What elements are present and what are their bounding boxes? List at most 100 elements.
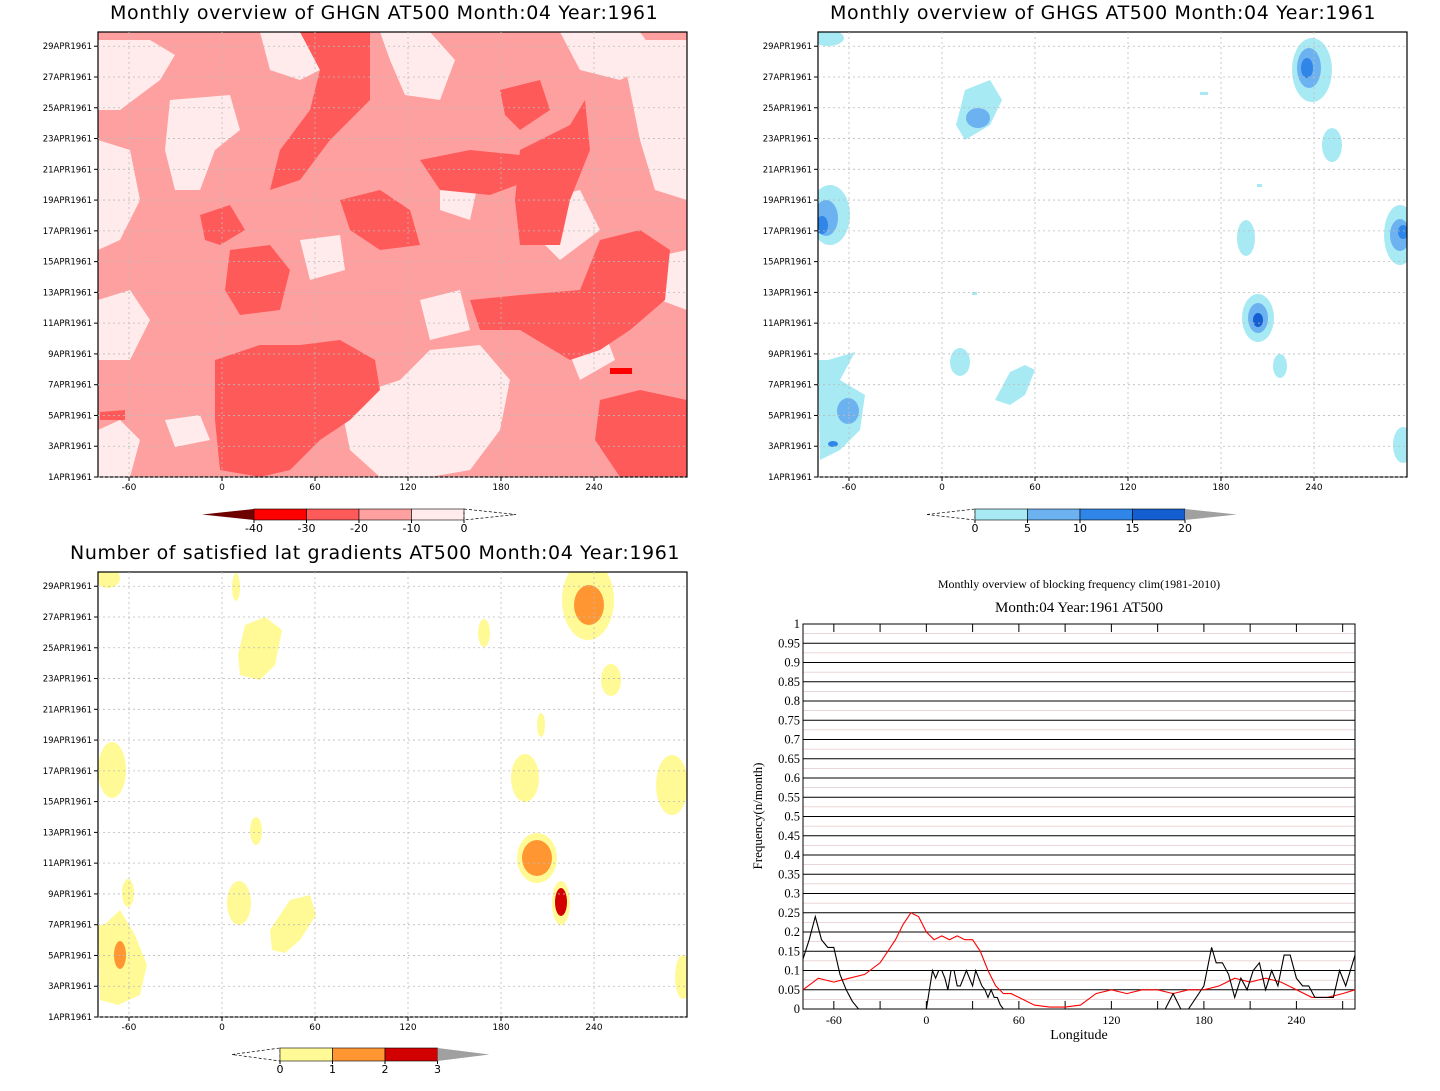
y-tick-label: 0.7 [784,733,800,747]
blocking-hgrid [803,623,1355,1010]
colorbar-segment [974,508,1028,521]
colorbar-label: -10 [403,522,421,535]
ghgn-xticks: -60 0 60 120 180 240 [122,477,603,493]
ghgn-field [98,32,687,477]
ghgs-chart: 1APR1961 3APR1961 5APR1961 7APR1961 9APR1961… [763,31,1408,535]
colorbar-segment [253,508,307,521]
y-tick-label: 29APR1961 [43,582,92,592]
x-tick-label: 60 [1013,1013,1025,1027]
y-tick-label: 5APR1961 [48,411,92,421]
x-tick-label: -60 [842,483,857,493]
y-tick-label: 0.6 [784,771,800,785]
blocking-yticks: 0 0.05 0.1 0.15 0.2 0.25 0.3 0.35 0.4 0.45 0.5 0.55… [778,617,801,1016]
y-tick-label: 0.2 [784,925,800,939]
series-line-red [802,912,1356,1008]
colorbar-segment [332,1047,386,1062]
x-tick-label: 0 [219,1023,225,1033]
y-tick-label: 9APR1961 [48,890,92,900]
y-tick-label: 21APR1961 [763,165,812,175]
x-tick-label: 240 [1287,1013,1305,1027]
x-tick-label: 120 [1102,1013,1120,1027]
colorbar-left-arrow [202,509,254,520]
colorbar-segment [1079,508,1133,521]
blocking-chart: Monthly overview of blocking frequency c… [750,577,1356,1043]
colorbar-label: 0 [461,522,468,535]
blocking-title: Monthly overview of blocking frequency c… [938,577,1220,591]
y-tick-label: 7APR1961 [48,921,92,931]
x-tick-label: -60 [122,483,137,493]
colorbar-left-open [926,508,976,521]
gradients-colorbar: 0 1 2 3 [231,1047,490,1076]
y-tick-label: 19APR1961 [763,196,812,206]
y-tick-label: 27APR1961 [43,613,92,623]
colorbar-label: 0 [277,1063,284,1076]
y-tick-label: 15APR1961 [763,258,812,268]
blocking-series [802,912,1356,1010]
colorbar-label: 2 [382,1063,389,1076]
y-tick-label: 3APR1961 [768,442,812,452]
y-tick-label: 7APR1961 [48,381,92,391]
ghgn-chart: 1APR1961 3APR1961 5APR1961 7APR1961 9APR1961… [43,31,688,535]
colorbar-label: 3 [434,1063,441,1076]
x-tick-label: 240 [1305,483,1322,493]
gradients-title: Number of satisfied lat gradients AT500 … [70,542,681,564]
y-tick-label: 5APR1961 [48,951,92,961]
gradients-grid [98,572,687,1018]
y-tick-label: 1APR1961 [48,1013,92,1023]
gradients-yticks: 1APR1961 3APR1961 5APR1961 7APR1961 9APR1961… [43,582,98,1023]
y-tick-label: 21APR1961 [43,705,92,715]
colorbar-segment [306,508,360,521]
series-line-black [802,914,1356,1010]
y-tick-label: 25APR1961 [43,644,92,654]
x-tick-label: 240 [585,1023,602,1033]
y-tick-label: 0.4 [784,848,800,862]
ghgs-field [818,32,1407,477]
y-tick-label: 0.75 [778,713,800,727]
x-tick-label: 120 [399,1023,416,1033]
colorbar-label: 0 [972,522,979,535]
y-tick-label: 13APR1961 [763,288,812,298]
ghgs-yticks: 1APR1961 3APR1961 5APR1961 7APR1961 9APR1961… [763,42,818,483]
colorbar-label: -40 [245,522,263,535]
colorbar-segment [279,1047,333,1062]
x-tick-label: 0 [923,1013,929,1027]
blocking-ylabel: Frequency(n/month) [750,763,765,870]
x-tick-label: 180 [492,483,509,493]
y-tick-label: 0 [794,1002,800,1016]
y-tick-label: 0.9 [784,656,800,670]
x-tick-label: -60 [826,1013,842,1027]
y-tick-label: 1APR1961 [768,473,812,483]
colorbar-segment [384,1047,438,1062]
y-tick-label: 17APR1961 [43,767,92,777]
y-tick-label: 0.3 [784,887,800,901]
y-tick-label: 15APR1961 [43,798,92,808]
ghgn-colorbar: -40 -30 -20 -10 0 [202,508,517,535]
y-tick-label: 9APR1961 [768,350,812,360]
ghgn-title: Monthly overview of GHGN AT500 Month:04 … [110,2,659,24]
x-tick-label: 240 [585,483,602,493]
x-tick-label: 60 [1029,483,1041,493]
y-tick-label: 0.45 [778,829,800,843]
y-tick-label: 0.15 [778,944,800,958]
y-tick-label: 0.25 [778,906,800,920]
y-tick-label: 7APR1961 [768,381,812,391]
y-tick-label: 11APR1961 [43,319,92,329]
ghgn-yticks: 1APR1961 3APR1961 5APR1961 7APR1961 9APR1961… [43,42,98,483]
ghgn-grid [98,32,687,478]
colorbar-label: 10 [1073,522,1087,535]
y-tick-label: 1APR1961 [48,473,92,483]
y-tick-label: 23APR1961 [763,135,812,145]
blocking-subtitle: Month:04 Year:1961 AT500 [995,600,1163,616]
colorbar-segment [1132,508,1186,521]
x-tick-label: 120 [399,483,416,493]
ghgs-title: Monthly overview of GHGS AT500 Month:04 … [830,2,1377,24]
y-tick-label: 27APR1961 [43,73,92,83]
y-tick-label: 11APR1961 [43,859,92,869]
ghgs-grid [818,32,1407,478]
y-tick-label: 27APR1961 [763,73,812,83]
y-tick-label: 1 [794,617,800,631]
y-tick-label: 21APR1961 [43,165,92,175]
colorbar-right-arrow [437,1048,490,1061]
blocking-panel: Monthly overview of blocking frequency c… [720,545,1440,1091]
gradients-chart: 1APR1961 3APR1961 5APR1961 7APR1961 9APR1961… [43,571,688,1076]
